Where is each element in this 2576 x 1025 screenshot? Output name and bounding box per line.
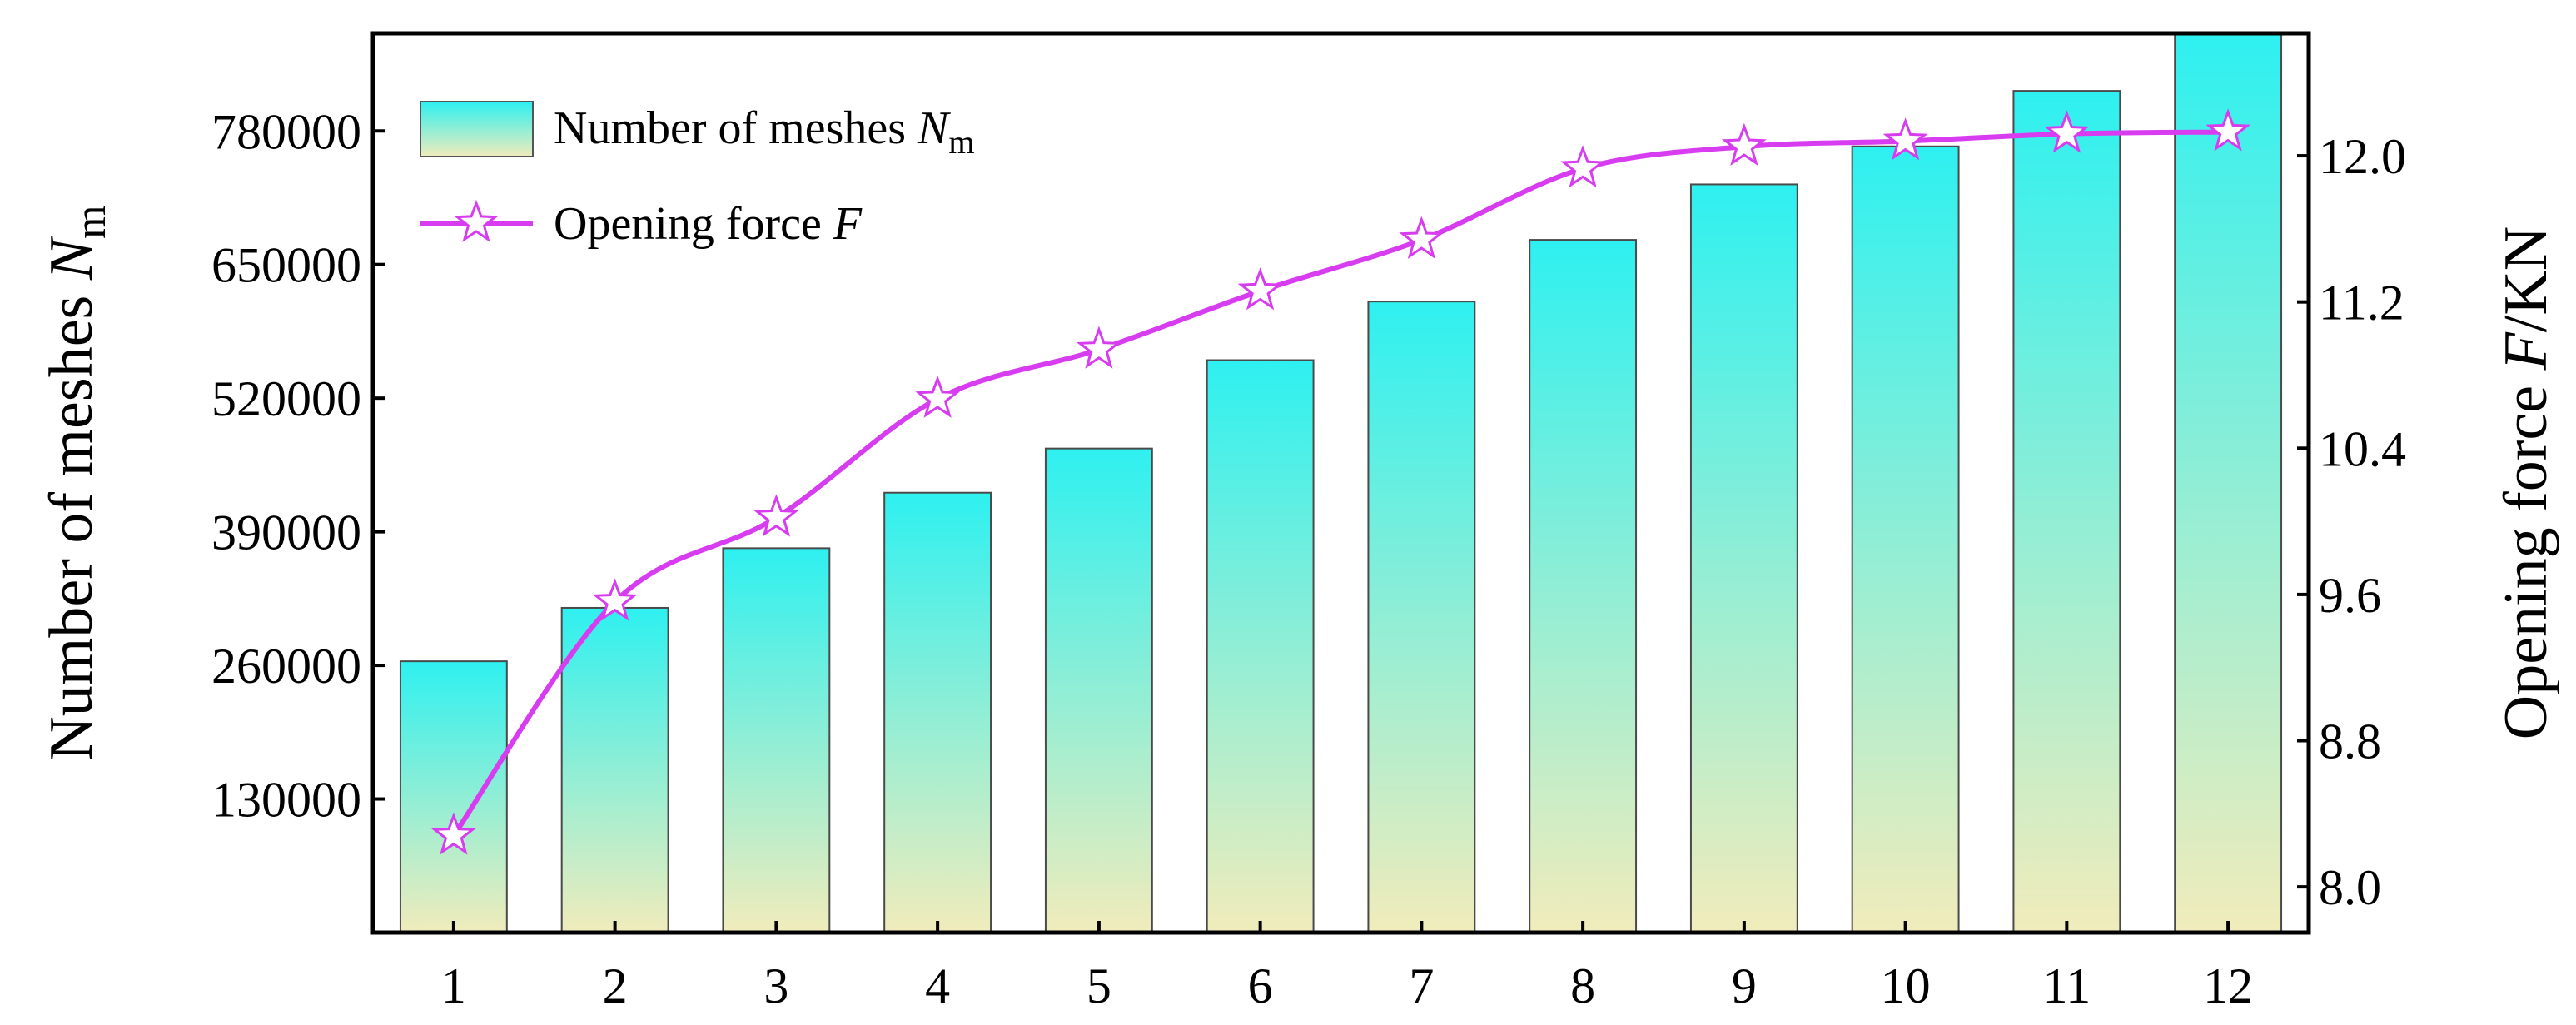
right-axis-title-prefix: Opening force xyxy=(2492,370,2560,739)
x-tick-label: 1 xyxy=(441,958,466,1013)
right-axis-title: Opening force F/KN xyxy=(2492,226,2560,739)
bar xyxy=(1529,239,1638,933)
left-axis-ticks: 130000 260000 390000 520000 650000 780000 xyxy=(211,104,385,828)
x-tick-label: 9 xyxy=(1732,958,1757,1013)
star-marker xyxy=(1560,145,1606,188)
bar xyxy=(560,606,669,933)
bar-series xyxy=(399,32,2283,934)
bar xyxy=(1206,359,1315,933)
x-tick-label: 10 xyxy=(1881,958,1931,1013)
bar xyxy=(1689,183,1798,933)
x-tick-label: 3 xyxy=(763,958,788,1013)
star-marker xyxy=(1399,216,1445,260)
left-tick-label: 650000 xyxy=(211,238,361,293)
line-series xyxy=(430,108,2251,855)
star-marker xyxy=(2044,110,2090,153)
legend-star-marker xyxy=(454,199,499,242)
star-marker xyxy=(1237,267,1283,311)
left-axis-title: Number of meshes Nm xyxy=(37,205,115,760)
bar xyxy=(2012,90,2121,934)
bar xyxy=(883,491,992,933)
star-marker xyxy=(1882,117,1928,161)
left-axis-title-text: Number of meshes xyxy=(37,296,106,761)
left-axis-title-sub: m xyxy=(67,205,115,238)
bar xyxy=(1044,447,1153,933)
star-marker xyxy=(2206,108,2251,152)
plot-frame xyxy=(370,31,2311,935)
star-marker xyxy=(430,812,476,855)
star-marker xyxy=(1076,326,1121,369)
legend-bar-swatch xyxy=(420,101,534,157)
left-tick-label: 260000 xyxy=(211,639,361,694)
star-marker xyxy=(592,578,638,621)
legend-bar-label: Number of meshes Nm xyxy=(554,102,975,161)
legend-line-label: Opening force F xyxy=(554,198,863,250)
legend-line-label-text: Opening force xyxy=(554,198,833,250)
right-axis-ticks: 8.0 8.8 9.6 10.4 11.2 12.0 xyxy=(2297,129,2406,915)
bar xyxy=(722,547,831,933)
x-tick-label: 2 xyxy=(603,958,628,1013)
x-tick-label: 8 xyxy=(1570,958,1595,1013)
x-axis-ticks: 1 2 3 4 5 6 7 8 9 10 11 12 xyxy=(441,921,2253,1013)
star-marker xyxy=(753,494,799,537)
bar xyxy=(1367,301,1476,933)
left-tick-label: 780000 xyxy=(211,104,361,159)
right-tick-label: 12.0 xyxy=(2319,129,2406,184)
legend-bar-label-sub: m xyxy=(948,123,974,161)
x-tick-label: 11 xyxy=(2042,958,2091,1013)
star-marker xyxy=(1721,122,1767,167)
right-tick-label: 9.6 xyxy=(2319,568,2381,623)
legend: Number of meshes Nm Opening force F xyxy=(420,101,975,250)
bar xyxy=(1851,145,1960,933)
right-tick-label: 10.4 xyxy=(2319,421,2406,476)
bar xyxy=(399,660,508,933)
left-tick-label: 520000 xyxy=(211,371,361,426)
left-tick-label: 390000 xyxy=(211,505,361,560)
star-marker xyxy=(915,375,961,418)
x-tick-label: 4 xyxy=(925,958,950,1013)
right-tick-label: 8.0 xyxy=(2319,860,2381,915)
legend-bar-label-var: N xyxy=(917,102,951,154)
x-tick-label: 5 xyxy=(1087,958,1111,1013)
legend-bar-label-text: Number of meshes xyxy=(554,102,918,154)
right-axis-title-var: F xyxy=(2492,331,2560,371)
left-tick-label: 130000 xyxy=(211,773,361,828)
legend-line-label-var: F xyxy=(833,198,863,250)
right-tick-label: 11.2 xyxy=(2319,276,2404,331)
left-axis-title-var: N xyxy=(37,236,106,281)
x-tick-label: 12 xyxy=(2203,958,2253,1013)
x-tick-label: 6 xyxy=(1248,958,1273,1013)
right-tick-label: 8.8 xyxy=(2319,714,2381,769)
x-tick-label: 7 xyxy=(1409,958,1434,1013)
bar xyxy=(2174,32,2283,933)
right-axis-title-suffix: /KN xyxy=(2492,226,2560,332)
